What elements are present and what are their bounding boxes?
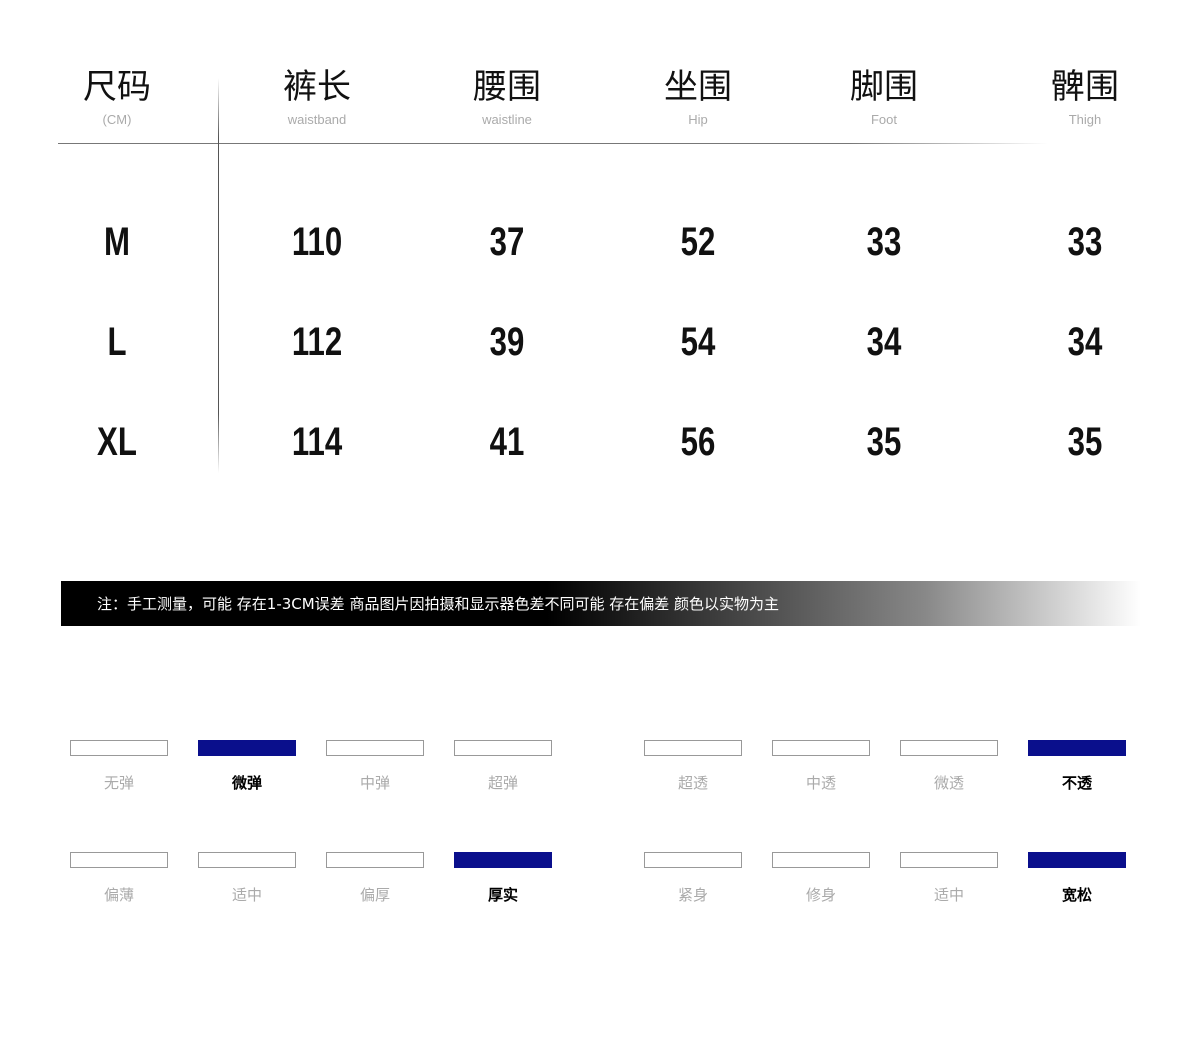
scale-bar — [70, 740, 168, 756]
measurement-value: 112 — [291, 320, 343, 364]
scale-label: 微弹 — [231, 774, 262, 792]
note-text: 注：手工测量，可能 存在1-3CM误差 商品图片因拍摄和显示器色差不同可能 存在… — [97, 595, 779, 613]
scale-bar — [454, 740, 552, 756]
scale-label: 中弹 — [359, 774, 390, 792]
measurement-value: 33 — [866, 220, 902, 264]
measurement-value: 41 — [489, 420, 525, 464]
measurement-value: 33 — [1067, 220, 1103, 264]
scale-bar — [900, 852, 998, 868]
scale-label: 偏厚 — [359, 886, 390, 904]
column-title: 腰围 — [473, 67, 541, 107]
scale-bar-selected — [1028, 740, 1126, 756]
column-title: 坐围 — [664, 67, 732, 107]
scale-bar-selected — [198, 740, 296, 756]
size-label: M — [103, 220, 130, 264]
scale-label: 超透 — [677, 774, 708, 792]
scale-label: 适中 — [933, 886, 964, 904]
size-label: XL — [97, 420, 137, 464]
scale-label: 微透 — [933, 774, 964, 792]
column-header: 尺码 (CM) — [17, 64, 217, 127]
scale-label: 修身 — [805, 886, 836, 904]
column-header: 腰围 waistline — [407, 64, 607, 127]
measurement-value: 56 — [680, 420, 716, 464]
column-title: 髀围 — [1051, 67, 1119, 107]
column-divider — [218, 78, 219, 473]
scale-bar — [644, 740, 742, 756]
scale-label: 超弹 — [487, 774, 518, 792]
column-title: 尺码 — [83, 67, 151, 107]
measurement-value: 54 — [680, 320, 716, 364]
scale-bar — [772, 852, 870, 868]
measurement-value: 110 — [291, 220, 343, 264]
header-divider — [58, 143, 1048, 144]
column-header: 髀围 Thigh — [985, 64, 1185, 127]
note-banner: 注：手工测量，可能 存在1-3CM误差 商品图片因拍摄和显示器色差不同可能 存在… — [61, 581, 1141, 626]
scale-label: 厚实 — [487, 886, 518, 904]
measurement-value: 35 — [866, 420, 902, 464]
column-subtitle: Hip — [688, 112, 708, 127]
column-subtitle: waistband — [287, 112, 347, 127]
scale-bar — [198, 852, 296, 868]
scale-label: 中透 — [805, 774, 836, 792]
measurement-value: 39 — [489, 320, 525, 364]
column-subtitle: Thigh — [1068, 112, 1102, 127]
column-subtitle: (CM) — [102, 112, 132, 127]
scale-label: 宽松 — [1061, 886, 1092, 904]
scale-label: 适中 — [231, 886, 262, 904]
column-header: 脚围 Foot — [784, 64, 984, 127]
scale-bar — [644, 852, 742, 868]
scale-bar — [900, 740, 998, 756]
measurement-value: 34 — [1067, 320, 1103, 364]
column-subtitle: Foot — [870, 112, 897, 127]
scale-label: 偏薄 — [103, 886, 134, 904]
measurement-value: 52 — [680, 220, 716, 264]
size-label: L — [107, 320, 127, 364]
scale-bar — [70, 852, 168, 868]
measurement-value: 37 — [489, 220, 525, 264]
measurement-value: 35 — [1067, 420, 1103, 464]
column-subtitle: waistline — [482, 112, 532, 127]
scale-bar — [326, 740, 424, 756]
measurement-value: 114 — [291, 420, 343, 464]
measurement-value: 34 — [866, 320, 902, 364]
scale-bar — [772, 740, 870, 756]
scale-bar — [326, 852, 424, 868]
scale-bar-selected — [454, 852, 552, 868]
column-title: 裤长 — [283, 67, 351, 107]
scale-label: 紧身 — [677, 886, 708, 904]
scale-bar-selected — [1028, 852, 1126, 868]
scale-label: 无弹 — [103, 774, 134, 792]
column-header: 坐围 Hip — [598, 64, 798, 127]
column-title: 脚围 — [850, 67, 918, 107]
scale-label: 不透 — [1061, 774, 1092, 792]
column-header: 裤长 waistband — [217, 64, 417, 127]
